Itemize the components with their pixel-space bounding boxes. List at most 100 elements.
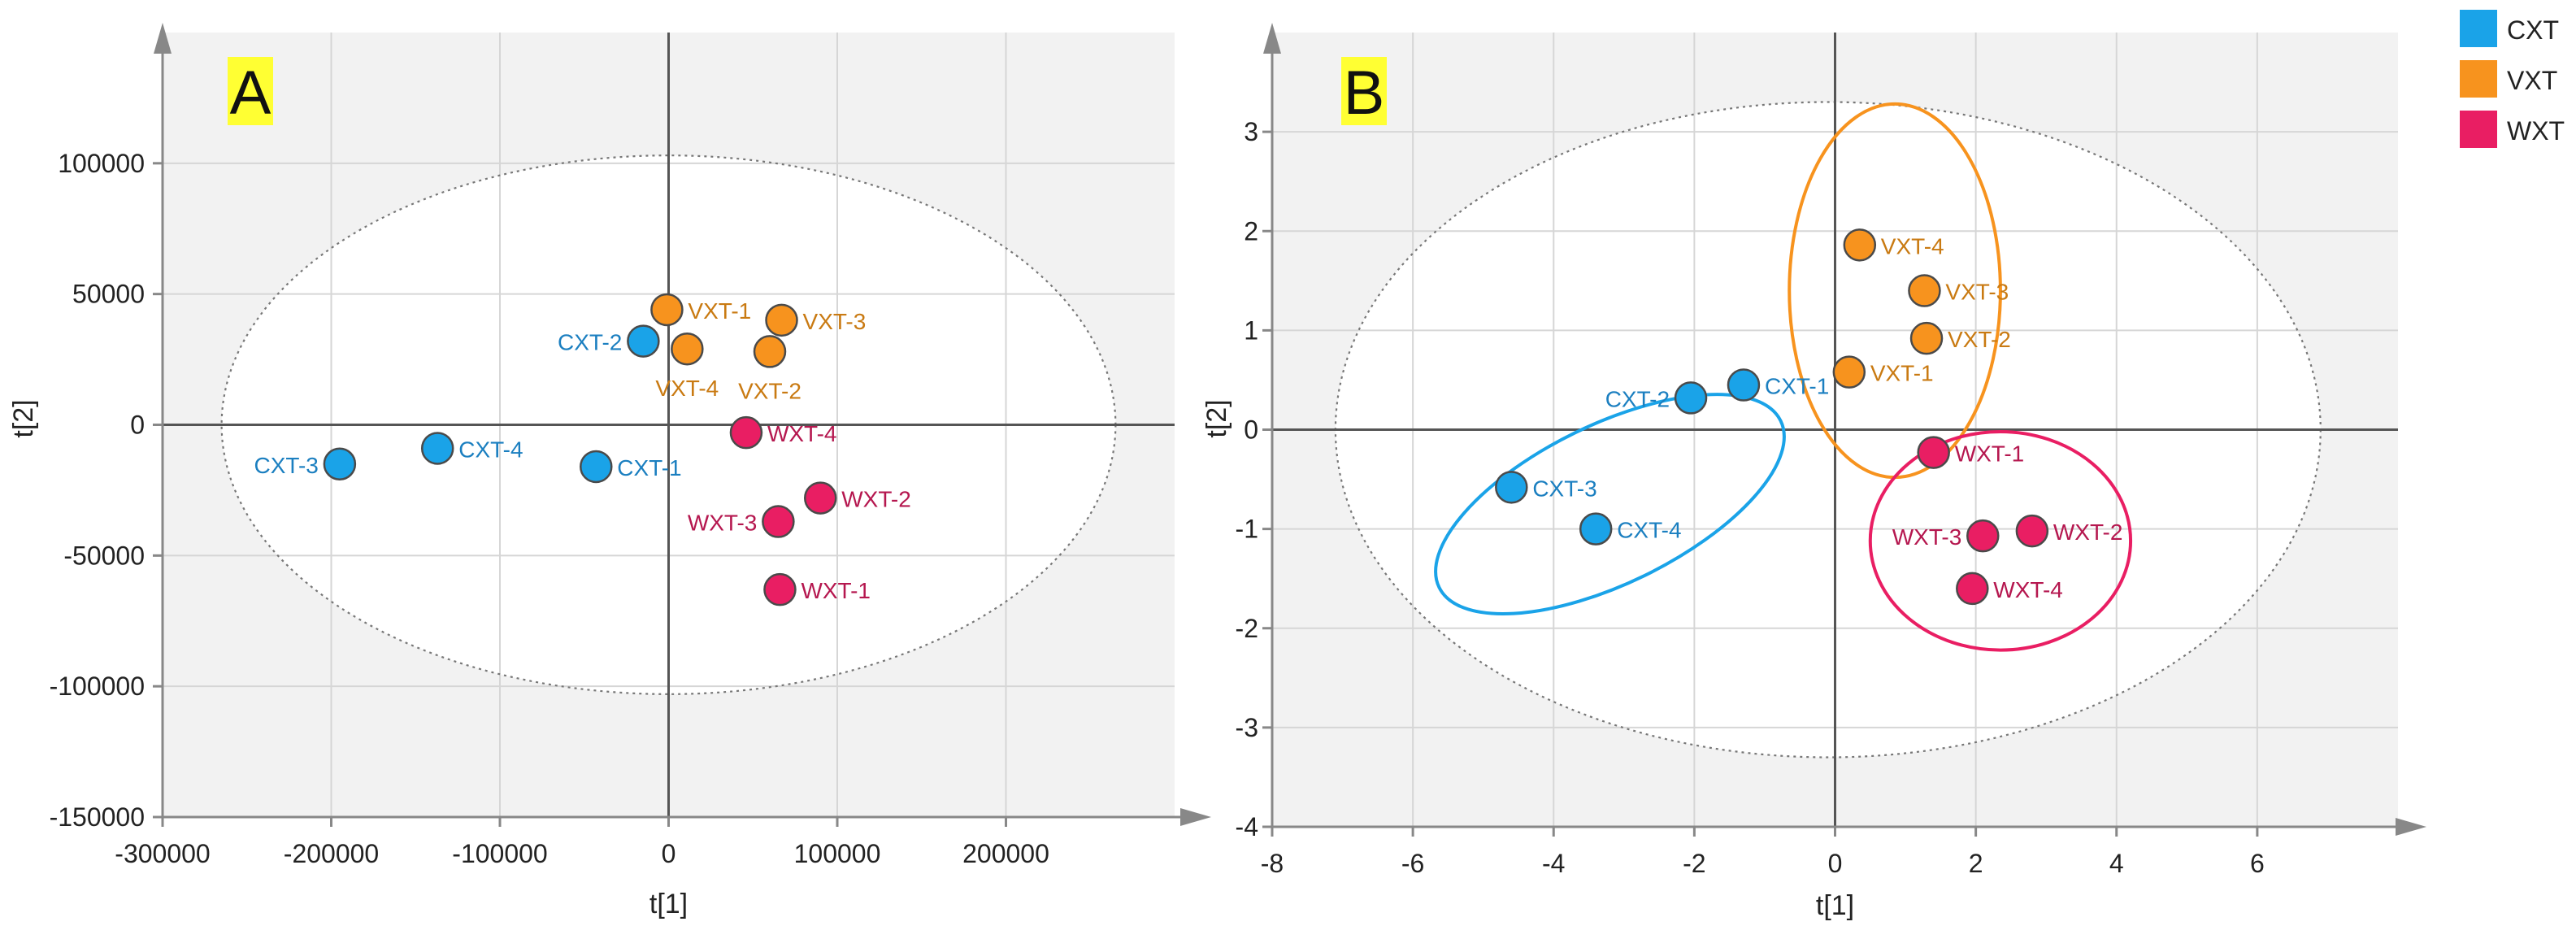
y-tick-label: 1 xyxy=(1244,315,1258,345)
point-vxt-4 xyxy=(1843,228,1877,262)
point-label: VXT-2 xyxy=(738,378,801,403)
x-tick-label: 200000 xyxy=(962,839,1049,868)
point-cxt-3 xyxy=(1495,471,1528,504)
point-vxt-2 xyxy=(753,335,787,368)
point-wxt-4 xyxy=(729,415,763,450)
x-tick-label: -6 xyxy=(1401,849,1424,878)
y-tick-label: 2 xyxy=(1244,216,1258,246)
panel-label: A xyxy=(230,59,272,128)
panel-label-highlight xyxy=(1341,57,1387,125)
point-label: CXT-2 xyxy=(1605,386,1670,411)
panel-a: -300000 -200000 -100000 0 100000 200000 -15000… xyxy=(8,23,1211,919)
point-vxt-1 xyxy=(650,293,684,327)
point-label: VXT-3 xyxy=(1945,280,2009,305)
point-label: CXT-1 xyxy=(1765,374,1829,399)
point-wxt-2 xyxy=(2015,514,2049,548)
point-cxt-2 xyxy=(1674,381,1708,415)
y-axis-title: t[2] xyxy=(8,399,39,437)
y-tick-label: 3 xyxy=(1244,117,1258,146)
point-label: CXT-3 xyxy=(254,453,319,478)
point-label: WXT-3 xyxy=(688,511,758,536)
legend-swatch-cxt xyxy=(2460,10,2497,47)
y-axis-arrow xyxy=(154,23,172,54)
group-ellipse-cxt xyxy=(1434,393,1786,616)
legend-swatch-vxt xyxy=(2460,60,2497,98)
point-label: WXT-3 xyxy=(1892,524,1962,550)
x-tick-label: 6 xyxy=(2250,849,2265,878)
y-tick-label: 50000 xyxy=(72,280,145,309)
point-label: CXT-1 xyxy=(617,455,681,480)
x-tick-label: 0 xyxy=(662,839,676,868)
x-tick-label: 100000 xyxy=(794,839,881,868)
point-label: WXT-1 xyxy=(1955,441,2025,467)
x-tick-label: -2 xyxy=(1683,849,1705,878)
x-tick-label: -100000 xyxy=(452,839,547,868)
panel-label: B xyxy=(1344,59,1385,128)
point-label: CXT-4 xyxy=(458,437,523,462)
y-axis-title: t[2] xyxy=(1201,399,1232,437)
y-tick-label: -3 xyxy=(1236,713,1258,742)
point-label: WXT-2 xyxy=(2053,519,2123,545)
point-label: WXT-1 xyxy=(801,578,871,603)
x-tick-label: 0 xyxy=(1828,849,1843,878)
point-label: VXT-2 xyxy=(1948,327,2011,352)
point-wxt-3 xyxy=(762,505,795,538)
point-label: CXT-4 xyxy=(1617,518,1681,543)
y-tick-label: -4 xyxy=(1236,812,1258,841)
point-wxt-1 xyxy=(1917,436,1950,469)
legend-label: CXT xyxy=(2507,15,2559,45)
point-label: WXT-4 xyxy=(767,421,837,446)
point-label: WXT-2 xyxy=(841,487,911,512)
point-label: VXT-3 xyxy=(803,309,867,334)
y-tick-label: 0 xyxy=(1244,415,1258,445)
panel-label-highlight xyxy=(228,57,273,125)
point-label: VXT-4 xyxy=(655,376,719,401)
point-wxt-4 xyxy=(1956,572,1989,606)
y-tick-label: 0 xyxy=(130,411,145,440)
point-vxt-4 xyxy=(671,332,704,366)
y-tick-label: -150000 xyxy=(50,802,145,832)
point-cxt-4 xyxy=(420,432,454,465)
point-label: VXT-4 xyxy=(1881,233,1944,259)
legend-label: VXT xyxy=(2507,66,2557,95)
point-cxt-3 xyxy=(323,447,357,480)
point-cxt-1 xyxy=(1727,368,1761,402)
y-tick-label: 100000 xyxy=(58,149,145,178)
x-axis-title: t[1] xyxy=(1816,890,1854,921)
point-vxt-3 xyxy=(765,303,798,337)
x-axis-arrow xyxy=(1180,808,1211,826)
x-axis-title: t[1] xyxy=(649,889,688,919)
x-tick-label: -4 xyxy=(1542,849,1565,878)
legend-label: WXT xyxy=(2507,116,2565,146)
point-wxt-1 xyxy=(763,572,797,606)
point-label: VXT-1 xyxy=(688,298,751,324)
x-tick-label: 4 xyxy=(2109,849,2124,878)
x-tick-label: -300000 xyxy=(115,839,210,868)
y-tick-label: -1 xyxy=(1236,515,1258,544)
point-cxt-2 xyxy=(627,324,660,358)
x-tick-label: 2 xyxy=(1969,849,1983,878)
y-tick-label: -2 xyxy=(1236,614,1258,643)
point-wxt-3 xyxy=(1966,519,2000,553)
point-vxt-3 xyxy=(1908,274,1941,307)
y-axis-arrow xyxy=(1263,23,1281,54)
group-ellipse-wxt xyxy=(1868,429,2133,652)
panel-b: -8 -6 -4 -2 0 2 4 6 -4 -3 -2 -1 0 1 2 3 t[1] t[2] CXT-1 CXT… xyxy=(1201,23,2426,921)
y-tick-label: -50000 xyxy=(63,541,145,570)
point-label: CXT-2 xyxy=(558,330,622,355)
point-vxt-1 xyxy=(1832,355,1866,389)
point-wxt-2 xyxy=(804,481,837,515)
x-axis-arrow xyxy=(2396,818,2426,836)
point-label: VXT-1 xyxy=(1870,361,1934,386)
point-vxt-2 xyxy=(1909,321,1944,355)
point-cxt-1 xyxy=(580,450,613,484)
point-label: WXT-4 xyxy=(1993,577,2063,602)
point-label: CXT-3 xyxy=(1532,476,1596,501)
point-cxt-4 xyxy=(1579,512,1613,546)
legend-swatch-wxt xyxy=(2460,111,2497,148)
legend: CXT VXT WXT xyxy=(2439,0,2576,167)
x-tick-label: -8 xyxy=(1261,849,1284,878)
x-tick-label: -200000 xyxy=(284,839,379,868)
y-tick-label: -100000 xyxy=(50,672,145,701)
